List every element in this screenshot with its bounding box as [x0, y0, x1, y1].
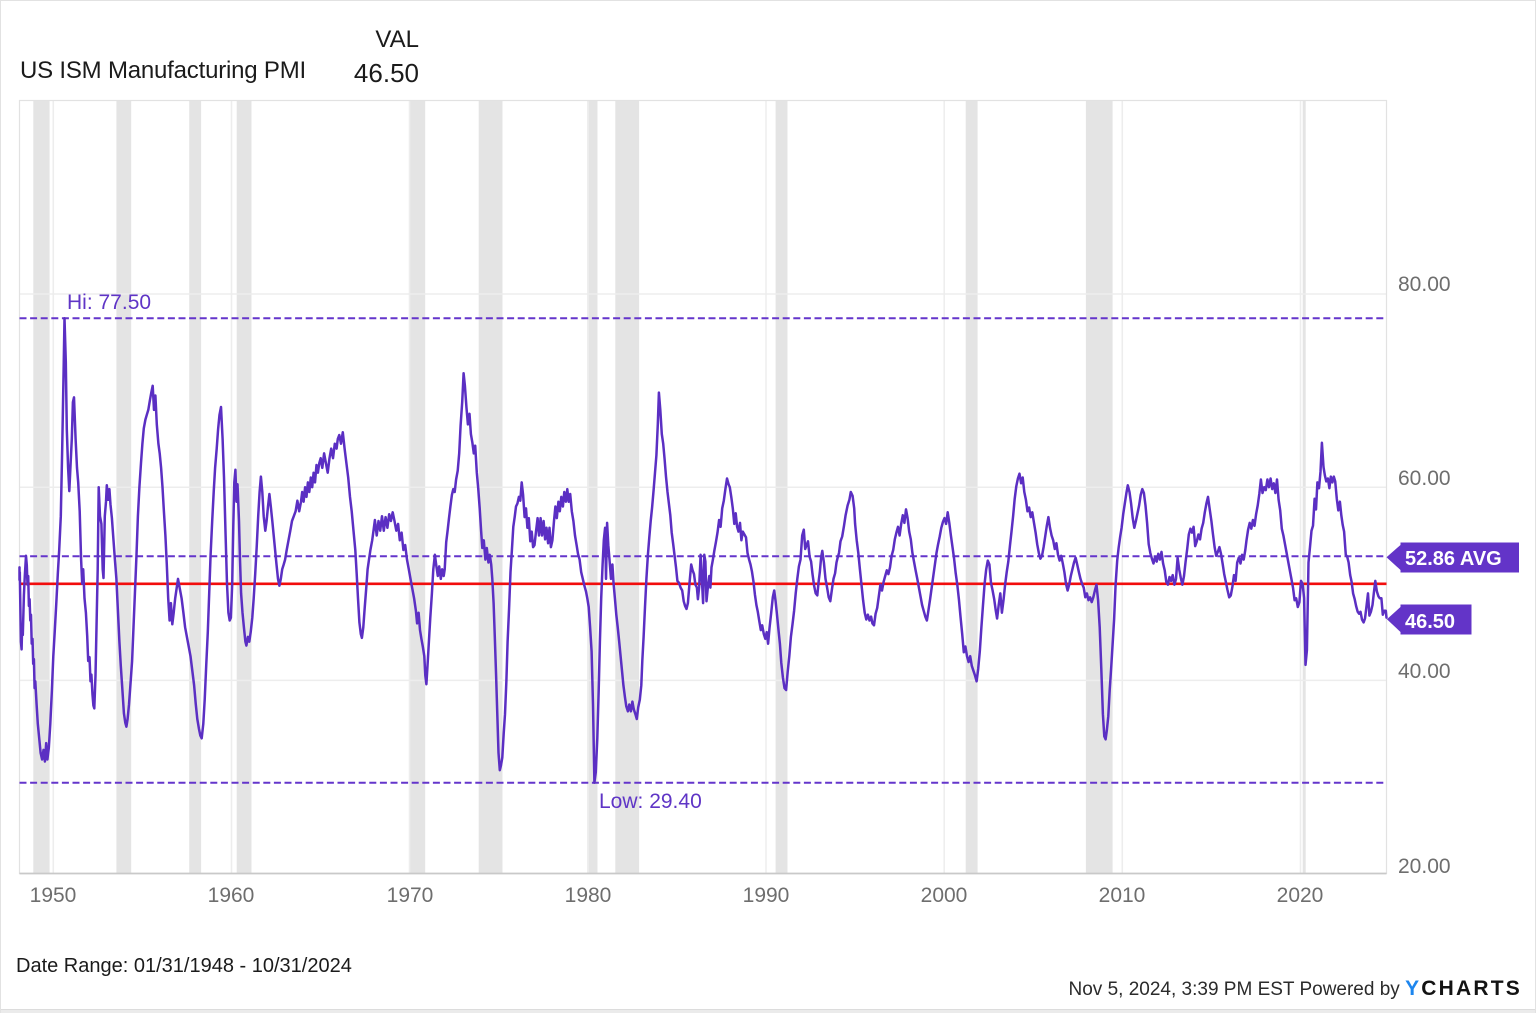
svg-text:46.50: 46.50 — [1405, 611, 1455, 633]
svg-text:52.86 AVG: 52.86 AVG — [1405, 548, 1502, 570]
